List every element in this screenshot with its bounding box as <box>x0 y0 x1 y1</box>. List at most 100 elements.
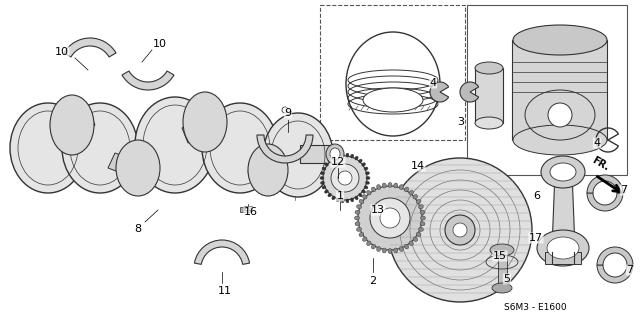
Text: 7: 7 <box>620 185 628 195</box>
Ellipse shape <box>355 222 360 226</box>
Ellipse shape <box>416 199 421 204</box>
Polygon shape <box>182 110 222 143</box>
Ellipse shape <box>413 195 417 199</box>
Ellipse shape <box>364 167 368 170</box>
Wedge shape <box>430 82 449 102</box>
Ellipse shape <box>356 205 362 209</box>
Ellipse shape <box>322 167 326 170</box>
Ellipse shape <box>62 103 138 193</box>
Ellipse shape <box>320 176 324 180</box>
Ellipse shape <box>420 216 426 220</box>
Ellipse shape <box>490 244 514 256</box>
Ellipse shape <box>50 95 94 155</box>
Ellipse shape <box>419 205 424 209</box>
Ellipse shape <box>355 196 358 200</box>
Ellipse shape <box>328 159 332 163</box>
Ellipse shape <box>416 232 421 237</box>
Wedge shape <box>122 71 174 90</box>
Circle shape <box>338 171 352 185</box>
Ellipse shape <box>388 182 392 188</box>
Circle shape <box>453 223 467 237</box>
Circle shape <box>331 164 359 192</box>
Circle shape <box>388 158 532 302</box>
Ellipse shape <box>263 113 333 197</box>
Circle shape <box>380 208 400 228</box>
Ellipse shape <box>404 187 408 192</box>
Text: 15: 15 <box>493 251 507 261</box>
Ellipse shape <box>183 92 227 152</box>
Circle shape <box>548 103 572 127</box>
Text: 17: 17 <box>529 233 543 243</box>
Wedge shape <box>597 247 633 265</box>
Wedge shape <box>460 82 479 102</box>
Text: 8: 8 <box>134 224 141 234</box>
Ellipse shape <box>321 181 324 184</box>
Bar <box>467 5 627 175</box>
Ellipse shape <box>359 232 364 237</box>
Ellipse shape <box>362 190 365 193</box>
Text: 2: 2 <box>369 276 376 286</box>
Text: 4: 4 <box>593 138 600 148</box>
Ellipse shape <box>371 187 376 192</box>
Bar <box>240 207 250 212</box>
Circle shape <box>323 156 367 200</box>
Ellipse shape <box>362 195 367 199</box>
Text: 4: 4 <box>429 78 436 88</box>
Text: 11: 11 <box>218 286 232 296</box>
Ellipse shape <box>321 172 324 175</box>
Ellipse shape <box>365 181 369 184</box>
Polygon shape <box>552 172 575 248</box>
Ellipse shape <box>324 190 328 193</box>
Ellipse shape <box>377 185 381 189</box>
Text: 1: 1 <box>337 191 344 201</box>
Ellipse shape <box>337 198 339 202</box>
Bar <box>512 40 607 140</box>
Ellipse shape <box>341 199 344 203</box>
Ellipse shape <box>365 172 369 175</box>
Ellipse shape <box>367 190 371 195</box>
Ellipse shape <box>537 230 589 266</box>
Wedge shape <box>64 38 116 57</box>
Wedge shape <box>587 175 623 193</box>
Ellipse shape <box>382 248 387 253</box>
Ellipse shape <box>541 156 585 188</box>
Circle shape <box>445 215 475 245</box>
Polygon shape <box>248 158 285 182</box>
Wedge shape <box>587 193 623 211</box>
Ellipse shape <box>355 210 360 214</box>
Ellipse shape <box>135 97 215 193</box>
Ellipse shape <box>409 241 413 246</box>
Ellipse shape <box>382 183 387 188</box>
Ellipse shape <box>324 163 328 166</box>
Bar <box>475 68 503 123</box>
Ellipse shape <box>362 163 365 166</box>
Ellipse shape <box>346 153 349 157</box>
Ellipse shape <box>332 196 335 200</box>
Ellipse shape <box>326 144 344 164</box>
Ellipse shape <box>364 186 368 189</box>
Text: 7: 7 <box>627 265 634 275</box>
Text: 10: 10 <box>55 47 69 57</box>
Ellipse shape <box>404 244 408 249</box>
Ellipse shape <box>363 88 423 112</box>
Ellipse shape <box>355 216 360 220</box>
Ellipse shape <box>513 25 607 55</box>
Ellipse shape <box>367 241 371 246</box>
Circle shape <box>358 186 422 250</box>
Bar <box>300 145 335 163</box>
Ellipse shape <box>358 159 362 163</box>
Ellipse shape <box>492 283 512 293</box>
Ellipse shape <box>371 244 376 249</box>
Ellipse shape <box>409 190 413 195</box>
Text: 13: 13 <box>371 205 385 215</box>
Ellipse shape <box>322 186 326 189</box>
Ellipse shape <box>330 148 340 160</box>
Ellipse shape <box>341 153 344 157</box>
Ellipse shape <box>388 249 392 254</box>
Wedge shape <box>195 240 250 264</box>
Ellipse shape <box>475 62 503 74</box>
Ellipse shape <box>550 163 576 181</box>
Bar <box>244 206 252 210</box>
Ellipse shape <box>346 199 349 203</box>
Circle shape <box>282 107 288 113</box>
